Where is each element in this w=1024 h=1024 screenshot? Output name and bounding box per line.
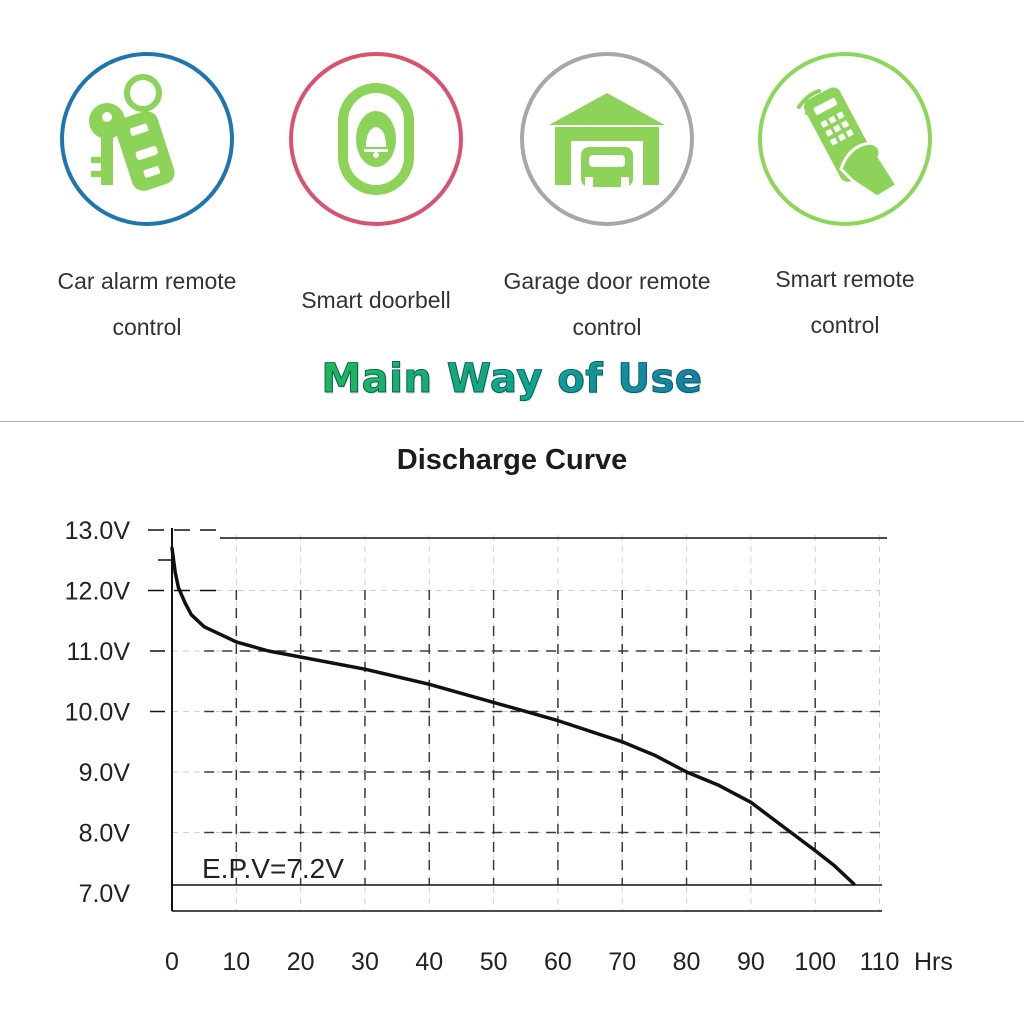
use-item-smart-remote: Smart remote control: [730, 52, 960, 338]
x-tick-label: 110: [860, 948, 900, 976]
y-tick-label: 9.0V: [79, 759, 131, 787]
y-tick-label: 13.0V: [65, 517, 131, 545]
section-divider: [0, 421, 1024, 422]
x-unit-label: Hrs: [914, 948, 953, 976]
x-tick-label: 0: [165, 948, 179, 976]
use-label-garage-door: Garage door remote control: [503, 268, 711, 340]
discharge-curve-chart: 7.0V 8.0V 9.0V 10.0V 11.0V 12.0V 13.0V 0 10 20 30 4…: [65, 517, 953, 976]
use-item-smart-doorbell: Smart doorbell: [261, 52, 491, 313]
x-tick-label: 40: [415, 948, 443, 976]
x-tick-label: 50: [480, 948, 508, 976]
y-tick-label: 7.0V: [79, 880, 131, 908]
y-tick-label: 8.0V: [79, 820, 131, 848]
chart-title: Discharge Curve: [396, 444, 628, 476]
epv-annotation: E.P.V=7.2V: [202, 853, 344, 884]
x-tick-label: 80: [673, 948, 701, 976]
x-tick-label: 10: [222, 948, 250, 976]
use-item-garage-door: Garage door remote control: [492, 52, 722, 340]
use-label-smart-doorbell: Smart doorbell: [301, 287, 451, 313]
x-tick-label: 60: [544, 948, 572, 976]
hand-remote-icon: [758, 52, 932, 226]
use-label-car-alarm: Car alarm remote control: [57, 268, 237, 340]
x-tick-label: 30: [351, 948, 379, 976]
garage-icon: [520, 52, 694, 226]
x-tick-label: 100: [794, 948, 836, 976]
y-tick-label: 10.0V: [65, 699, 131, 727]
use-label-smart-remote: Smart remote control: [775, 266, 915, 338]
x-tick-label: 20: [287, 948, 315, 976]
y-tick-label: 12.0V: [65, 578, 131, 606]
x-tick-label: 90: [737, 948, 765, 976]
discharge-curve-line: [170, 546, 856, 886]
doorbell-icon: [289, 52, 463, 226]
y-tick-label: 11.0V: [67, 638, 131, 666]
main-way-of-use-heading: Main Way of Use: [321, 356, 703, 403]
x-tick-label: 70: [608, 948, 636, 976]
use-item-car-alarm: Car alarm remote control: [32, 52, 262, 340]
car-key-fob-icon: [60, 52, 234, 226]
